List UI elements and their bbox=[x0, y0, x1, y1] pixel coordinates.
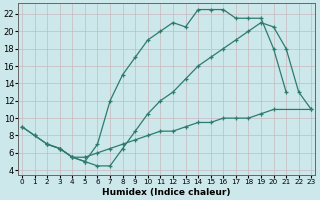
X-axis label: Humidex (Indice chaleur): Humidex (Indice chaleur) bbox=[102, 188, 231, 197]
